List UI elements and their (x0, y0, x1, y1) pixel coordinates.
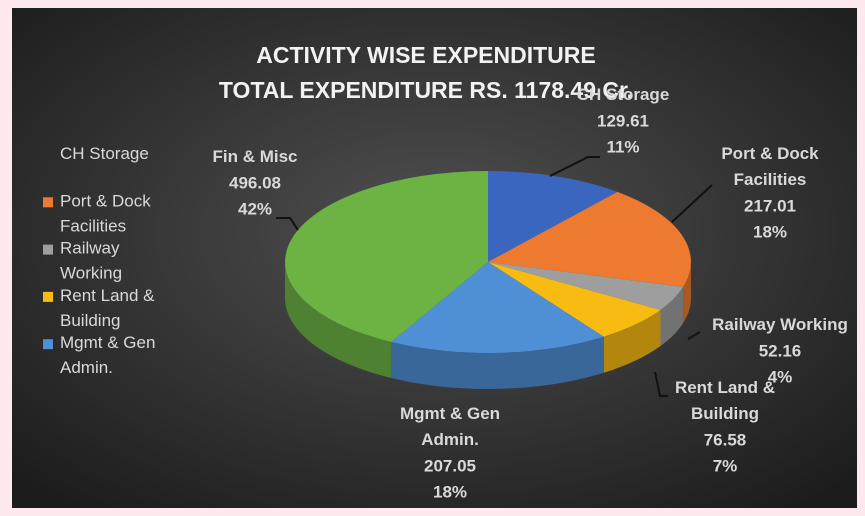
slice-side (285, 262, 392, 378)
leader-line (654, 371, 668, 397)
slice-side (391, 336, 604, 389)
leader-line (671, 184, 713, 223)
slice-side (660, 286, 684, 346)
data-labels: CH Storage 129.61 11% Port & Dock Facilities… (212, 85, 847, 501)
leader-line (549, 156, 600, 177)
slice (488, 262, 684, 310)
data-label-name: Mgmt & Gen Admin. (400, 404, 500, 449)
chart-title: ACTIVITY WISE EXPENDITURE (256, 42, 596, 68)
legend-marker (43, 197, 53, 208)
slice-side (603, 310, 661, 373)
legend-marker (43, 291, 53, 302)
leader-line (687, 331, 701, 340)
legend-label: Port & Dock Facilities (60, 192, 151, 236)
legend-marker (43, 339, 53, 350)
chart-subtitle: TOTAL EXPENDITURE RS. 1178.49 Cr. (219, 77, 633, 103)
slice (488, 171, 618, 262)
pie (285, 171, 691, 389)
data-label-value: 76.58 (704, 430, 747, 449)
data-label-percent: 11% (606, 137, 639, 156)
data-label-percent: 18% (753, 222, 787, 241)
data-label-percent: 42% (238, 199, 272, 218)
data-label-value: 52.16 (759, 341, 802, 360)
legend-label: CH Storage (60, 144, 149, 163)
leader-line (276, 217, 299, 231)
data-label-name: Port & Dock Facilities (721, 144, 819, 189)
data-label-name: Railway Working (712, 315, 848, 334)
data-label-value: 217.01 (744, 196, 796, 215)
slice-side (683, 262, 691, 323)
data-label-percent: 18% (433, 482, 467, 501)
data-label-name: Rent Land & Building (675, 378, 775, 423)
slice (488, 262, 661, 337)
data-label-name: Fin & Misc (212, 147, 297, 166)
legend-marker (43, 244, 53, 255)
data-label-value: 207.05 (424, 456, 476, 475)
data-label-value: 496.08 (229, 173, 281, 192)
legend-label: Mgmt & Gen Admin. (60, 334, 155, 378)
data-label-percent: 7% (713, 456, 738, 475)
data-label-value: 129.61 (597, 111, 649, 130)
data-label-name: CH Storage (577, 85, 670, 104)
slice (391, 262, 604, 353)
slice (488, 191, 691, 287)
data-label-percent: 4% (768, 367, 793, 386)
legend-label: Rent Land & Building (60, 286, 155, 330)
legend-label: Railway Working (60, 239, 122, 283)
slice (285, 171, 488, 342)
